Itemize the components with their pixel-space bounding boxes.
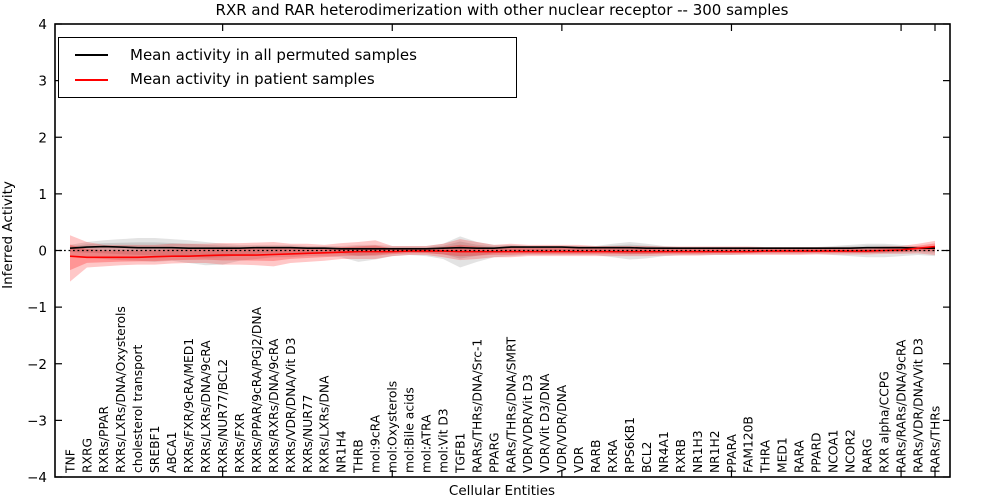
x-tick-label: TNF (63, 449, 77, 474)
x-tick-label: mol:Vit D3 (436, 408, 450, 473)
x-tick-label: RARs/THRs/DNA/SMRT (504, 336, 518, 473)
x-tick-label: mol:9cRA (369, 414, 383, 473)
x-tick-label: RARs/THRs (928, 406, 942, 473)
x-tick-label: VDR/VDR/DNA (555, 384, 569, 473)
x-tick-label: MED1 (776, 437, 790, 473)
y-axis-label: Inferred Activity (0, 181, 16, 289)
y-tick-label: 1 (38, 187, 47, 203)
x-tick-label: NCOR2 (843, 429, 857, 473)
x-tick-label: NR1H2 (708, 430, 722, 473)
x-tick-label: RXRs/PPAR (97, 405, 111, 473)
y-tick-label: 2 (38, 130, 47, 146)
x-tick-label: ABCA1 (165, 432, 179, 473)
plot-frame (54, 23, 951, 478)
x-tick-label: NR1H3 (691, 430, 705, 473)
x-tick-label: RARB (589, 440, 603, 473)
x-tick-label: NCOA1 (827, 430, 841, 473)
x-tick-label: RXRG (80, 438, 94, 473)
x-tick-label: cholesterol transport (131, 345, 145, 473)
x-tick-label: BCL2 (640, 442, 654, 473)
permuted-band-inner (70, 241, 935, 259)
legend-item-permuted: Mean activity in all permuted samples (75, 45, 516, 64)
x-tick-label: VDR (572, 446, 586, 473)
x-tick-label: PPARG (487, 432, 501, 473)
x-tick-label: RXR alpha/CCPG (877, 371, 891, 473)
x-tick-label: mol:Bile acids (403, 387, 417, 473)
y-tick-label: −3 (27, 413, 47, 429)
legend-item-patient: Mean activity in patient samples (75, 72, 516, 87)
x-tick-label: mol:ATRA (419, 414, 433, 473)
x-tick-label: PPARA (725, 433, 739, 473)
x-tick-label: RARs/THRs/DNA/Src-1 (470, 339, 484, 473)
y-tick-label: −2 (27, 357, 47, 373)
patient-band-outer (70, 235, 935, 282)
x-tick-label: RARs/RARs/DNA/9cRA (894, 339, 908, 473)
x-tick-label: RXRs/FXR (233, 412, 247, 473)
x-tick-label: RARs/VDR/DNA/Vit D3 (911, 338, 925, 473)
y-tick-label: 3 (38, 74, 47, 90)
legend-label-permuted: Mean activity in all permuted samples (130, 45, 417, 64)
permuted-line-sample (75, 54, 108, 57)
x-tick-label: THRB (352, 439, 366, 474)
legend: Mean activity in all permuted samples Me… (58, 37, 517, 98)
x-tick-label: VDR/Vit D3/DNA (538, 373, 552, 473)
x-tick-label: PPARD (810, 433, 824, 473)
x-tick-label: RXRs/LXRs/DNA (318, 375, 332, 473)
x-tick-label: RARA (793, 439, 807, 473)
legend-label-patient: Mean activity in patient samples (130, 70, 375, 89)
x-tick-label: NR4A1 (657, 431, 671, 473)
y-tick-label: 0 (38, 244, 47, 260)
x-tick-label: RXRA (606, 439, 620, 473)
y-tick-label: −4 (27, 470, 47, 486)
x-tick-label: RARG (860, 438, 874, 473)
x-tick-label: RXRs/PPAR/9cRA/PGJ2/DNA (250, 306, 264, 473)
x-tick-label: RXRs/LXRs/DNA/Oxysterols (114, 306, 128, 473)
x-tick-label: FAM120B (742, 416, 756, 473)
x-tick-label: RXRs/NUR77 (301, 395, 315, 473)
x-tick-label: RXRs/LXRs/DNA/9cRA (199, 340, 213, 473)
x-tick-label: THRA (759, 439, 773, 474)
x-tick-label: RXRs/VDR/DNA/Vit D3 (284, 338, 298, 473)
x-tick-label: RPS6KB1 (623, 417, 637, 473)
x-tick-label: RXRs/RXRs/DNA/9cRA (267, 338, 281, 473)
patient-line-sample (75, 78, 108, 81)
x-tick-label: mol:Oxysterols (386, 381, 400, 473)
y-tick-label: 4 (38, 17, 47, 33)
x-tick-label: RXRs/FXR/9cRA/MED1 (182, 338, 196, 473)
x-tick-label: TGFB1 (453, 433, 467, 474)
x-tick-label: VDR/VDR/Vit D3 (521, 374, 535, 473)
x-tick-label: RXRs/NUR77/BCL2 (216, 359, 230, 473)
permuted-mean-line (69, 245, 935, 250)
y-tick-label: −1 (27, 300, 47, 316)
x-tick-label: NR1H4 (335, 430, 349, 473)
patient-mean-line (69, 245, 936, 259)
chart-title: RXR and RAR heterodimerization with othe… (216, 1, 789, 19)
x-axis-label: Cellular Entities (449, 483, 555, 499)
x-tick-label: SREBF1 (148, 426, 162, 473)
x-tick-label: RXRB (674, 439, 688, 473)
